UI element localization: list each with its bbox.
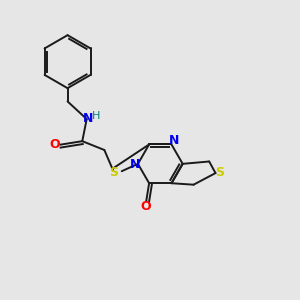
Text: O: O [50, 138, 60, 151]
Text: S: S [109, 167, 118, 179]
Text: S: S [215, 166, 224, 179]
Text: H: H [92, 110, 100, 121]
Text: O: O [141, 200, 152, 213]
Text: N: N [169, 134, 179, 147]
Text: N: N [130, 158, 140, 171]
Text: N: N [82, 112, 93, 125]
